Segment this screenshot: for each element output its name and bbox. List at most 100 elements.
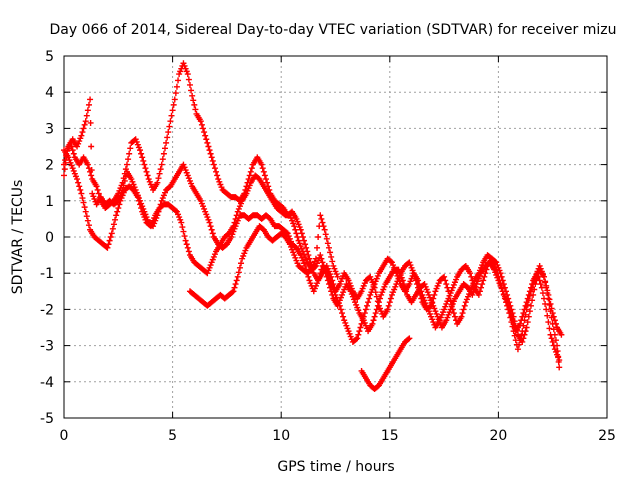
data-point — [534, 270, 541, 277]
data-point — [360, 282, 367, 289]
data-point — [529, 281, 536, 288]
data-point — [354, 304, 361, 311]
data-point — [197, 197, 204, 204]
data-point — [543, 282, 550, 289]
data-point — [209, 157, 216, 164]
data-point — [184, 71, 191, 78]
x-tick-label: 10 — [272, 428, 290, 444]
data-point — [236, 264, 243, 271]
data-point — [159, 156, 166, 163]
data-point — [373, 275, 380, 282]
data-point — [359, 285, 366, 292]
data-point — [109, 225, 116, 232]
data-point — [433, 310, 440, 317]
data-point — [246, 182, 253, 189]
data-point — [173, 208, 180, 215]
data-point — [119, 192, 126, 199]
data-point — [441, 306, 448, 313]
data-point — [544, 287, 551, 294]
data-point — [301, 260, 308, 267]
data-point — [403, 288, 410, 295]
data-point — [432, 308, 439, 315]
data-point — [157, 166, 164, 173]
data-point — [395, 266, 402, 273]
data-point — [89, 190, 96, 197]
data-point — [479, 281, 486, 288]
data-point — [379, 289, 386, 296]
data-point — [235, 269, 242, 276]
data-point — [407, 278, 414, 285]
data-point — [328, 253, 335, 260]
data-point — [150, 217, 157, 224]
data-point — [408, 275, 415, 282]
data-point — [160, 192, 167, 199]
data-point — [421, 281, 428, 288]
data-point — [235, 205, 242, 212]
data-point — [203, 211, 210, 218]
data-point — [283, 229, 290, 236]
data-point — [381, 283, 388, 290]
data-point — [312, 255, 319, 262]
data-point — [339, 310, 346, 317]
data-point — [209, 256, 216, 263]
data-point — [368, 289, 375, 296]
data-point — [147, 181, 154, 188]
data-point — [450, 298, 457, 305]
data-marks — [61, 60, 565, 393]
data-point — [522, 302, 529, 309]
data-point — [475, 291, 482, 298]
data-point — [547, 331, 554, 338]
data-point — [113, 212, 120, 219]
data-point — [501, 293, 508, 300]
data-point — [214, 172, 221, 179]
data-point — [144, 172, 151, 179]
data-point — [167, 118, 174, 125]
data-point — [510, 320, 517, 327]
data-point — [527, 302, 534, 309]
data-point — [320, 223, 327, 230]
data-point — [325, 244, 332, 251]
data-point — [347, 288, 354, 295]
data-point — [233, 212, 240, 219]
data-point — [173, 83, 180, 90]
data-point — [291, 223, 298, 230]
data-point — [70, 167, 77, 174]
data-point — [431, 291, 438, 298]
data-point — [367, 273, 374, 280]
data-point — [319, 219, 326, 226]
data-point — [242, 247, 249, 254]
data-point — [443, 300, 450, 307]
data-point — [429, 316, 436, 323]
data-point — [545, 319, 552, 326]
data-point — [169, 107, 176, 114]
data-point — [378, 291, 385, 298]
data-point — [207, 150, 214, 157]
data-point — [544, 312, 551, 319]
data-point — [547, 300, 554, 307]
data-point — [306, 277, 313, 284]
data-point — [460, 306, 467, 313]
data-point — [495, 264, 502, 271]
data-point — [442, 303, 449, 310]
data-point — [108, 230, 115, 237]
data-point — [239, 255, 246, 262]
data-point — [346, 330, 353, 337]
series-track-4 — [186, 212, 341, 309]
data-point — [125, 156, 132, 163]
data-point — [327, 284, 334, 291]
data-point — [408, 264, 415, 271]
data-point — [141, 214, 148, 221]
data-point — [294, 218, 301, 225]
data-point — [551, 346, 558, 353]
data-point — [546, 296, 553, 303]
data-point — [294, 234, 301, 240]
data-point — [507, 310, 514, 317]
x-tick-label: 15 — [381, 428, 399, 444]
data-point — [208, 226, 215, 233]
data-point — [82, 208, 89, 215]
data-point — [77, 186, 84, 193]
data-point — [370, 283, 377, 290]
data-point — [182, 167, 189, 174]
data-point — [459, 310, 466, 317]
